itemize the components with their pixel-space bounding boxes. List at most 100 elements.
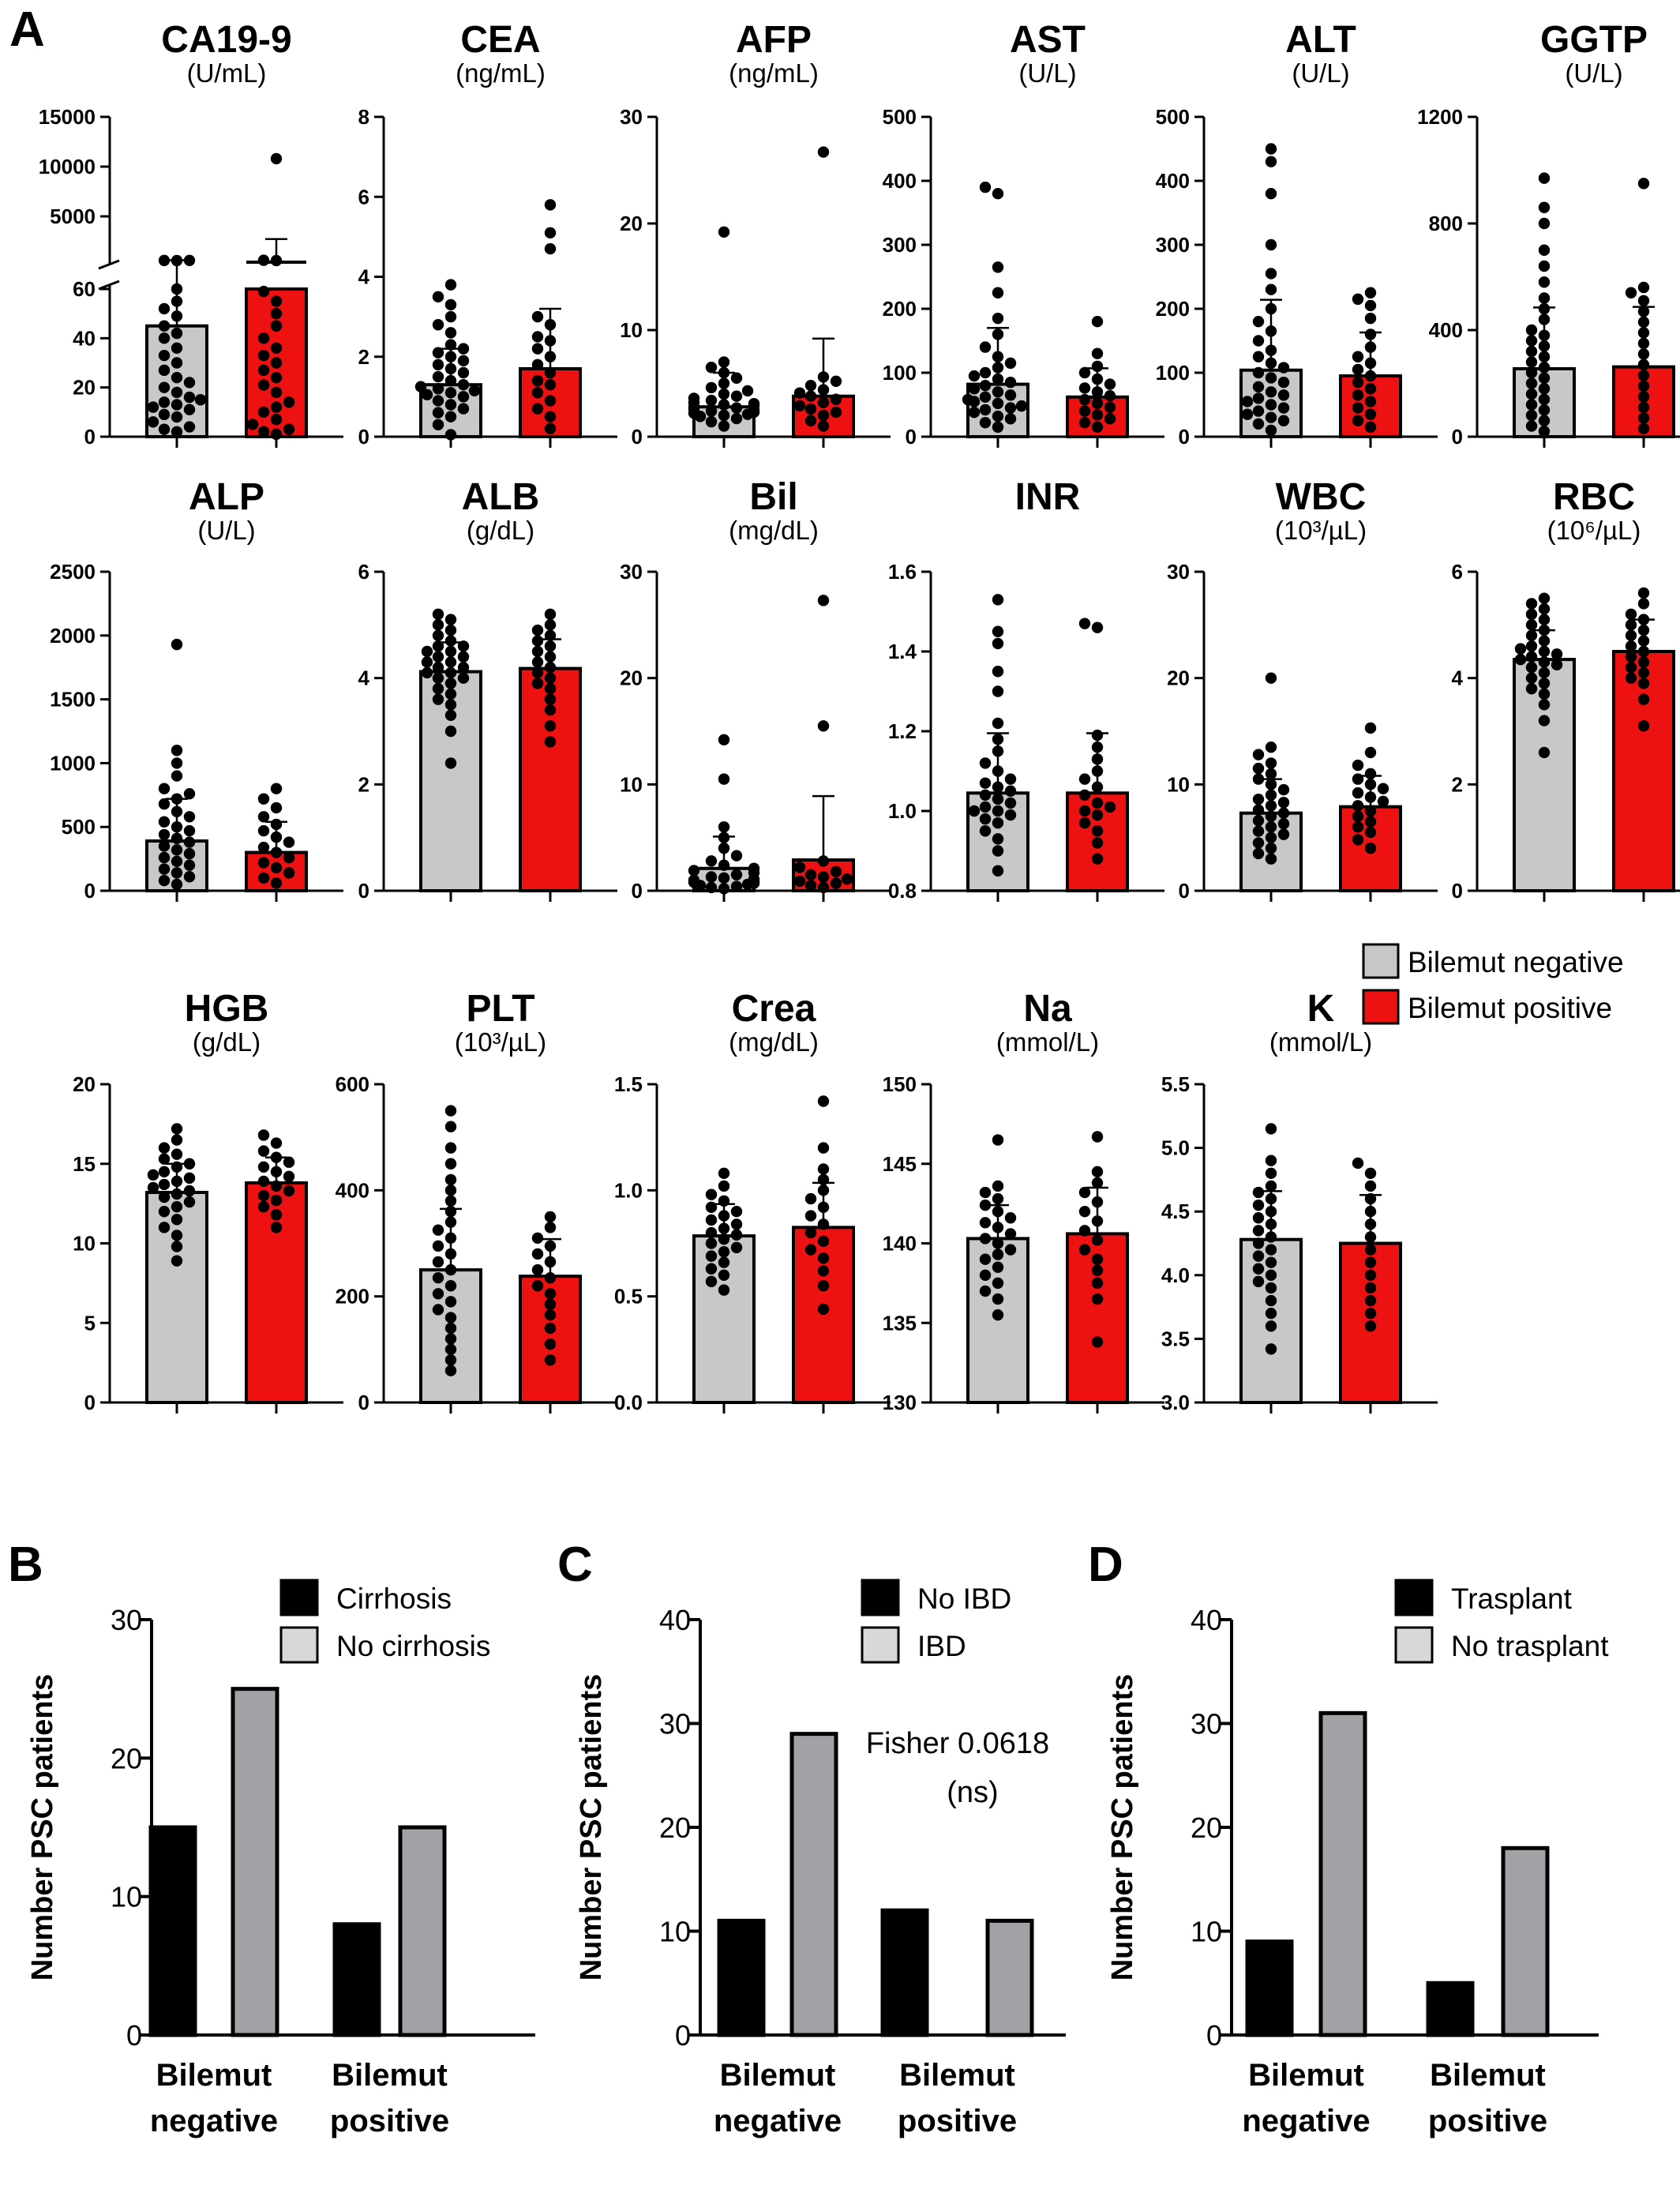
data-point-negative xyxy=(444,327,457,339)
data-point-negative xyxy=(1265,357,1277,370)
data-point-negative xyxy=(705,881,718,894)
y-tick-label: 200 xyxy=(336,1285,369,1309)
data-point-negative xyxy=(705,1237,718,1249)
data-point-positive xyxy=(1078,1244,1091,1256)
data-point-negative xyxy=(444,279,457,291)
data-point-negative xyxy=(992,1134,1004,1146)
chart-panel-d: 0 10 20 30 40 Number PSC patients Bilemut negat… xyxy=(1106,1579,1609,2138)
chart-title: PLT xyxy=(466,988,534,1030)
data-point-negative xyxy=(444,1365,457,1376)
data-point-negative xyxy=(1004,809,1017,821)
data-point-positive xyxy=(817,1095,830,1107)
x-category-label-line: Bilemut xyxy=(1430,2058,1546,2093)
data-point-negative xyxy=(979,391,992,403)
data-point-positive xyxy=(1637,316,1650,329)
data-point-negative xyxy=(432,629,444,641)
data-point-positive xyxy=(817,420,830,432)
data-point-negative xyxy=(688,865,700,877)
data-point-negative xyxy=(1265,399,1277,411)
data-point-negative xyxy=(183,377,196,389)
data-point-negative xyxy=(1265,1180,1277,1192)
y-tick-label: 10 xyxy=(620,318,643,342)
y-tick-label: 10 xyxy=(1167,772,1190,796)
data-point-negative xyxy=(979,1269,992,1282)
data-point-negative xyxy=(1265,325,1277,337)
data-point-positive xyxy=(1364,312,1377,325)
data-point-positive xyxy=(817,1265,830,1277)
data-point-negative xyxy=(979,380,992,392)
data-point-positive xyxy=(544,227,557,239)
data-point-positive xyxy=(1625,672,1637,684)
data-point-negative xyxy=(444,411,457,422)
data-point-positive xyxy=(257,332,270,344)
data-point-positive xyxy=(257,285,270,298)
data-point-negative xyxy=(1004,357,1017,370)
data-point-positive xyxy=(1091,825,1104,837)
data-point-negative xyxy=(158,783,171,794)
y-tick-label: 8 xyxy=(358,105,369,129)
legend-label-2: No cirrhosis xyxy=(336,1630,490,1662)
data-point-negative xyxy=(1265,1231,1277,1243)
data-point-negative xyxy=(171,832,183,844)
data-point-negative xyxy=(705,405,718,417)
y-tick-label: 0.8 xyxy=(888,879,917,903)
data-point-positive xyxy=(270,1151,283,1163)
data-point-positive xyxy=(283,836,295,848)
data-point-negative xyxy=(1514,653,1527,666)
data-point-positive xyxy=(804,869,817,881)
y-tick-label: 30 xyxy=(659,1708,691,1740)
data-point-negative xyxy=(158,349,171,362)
data-point-negative xyxy=(158,1222,171,1233)
data-point-negative xyxy=(171,1188,183,1200)
data-point-negative xyxy=(705,394,718,407)
data-point-negative xyxy=(968,370,981,382)
data-point-negative xyxy=(1525,366,1538,379)
chart-unit: (g/dL) xyxy=(193,1027,261,1057)
data-point-positive xyxy=(1625,662,1637,674)
data-point-negative xyxy=(432,291,444,303)
data-point-positive xyxy=(257,793,270,805)
data-point-positive xyxy=(1364,299,1377,312)
data-point-positive xyxy=(544,1309,557,1321)
data-point-positive xyxy=(1364,1256,1377,1268)
y-tick-label: 30 xyxy=(111,1604,142,1636)
data-point-positive xyxy=(1637,598,1650,610)
y-tick-label: 0.5 xyxy=(614,1285,643,1309)
data-point-positive xyxy=(1364,1192,1377,1205)
data-point-positive xyxy=(1091,421,1104,434)
y-tick-label: 500 xyxy=(62,815,96,839)
y-tick-label: 6 xyxy=(358,560,369,584)
data-point-negative xyxy=(1538,383,1551,395)
y-tick-label: 30 xyxy=(1191,1708,1222,1740)
data-point-negative xyxy=(1265,1269,1277,1282)
data-point-negative xyxy=(158,381,171,393)
data-point-positive xyxy=(270,428,283,441)
data-point-negative xyxy=(1525,682,1538,695)
data-point-negative xyxy=(1538,415,1551,426)
data-point-negative xyxy=(1004,785,1017,797)
data-point-negative xyxy=(1252,316,1265,328)
data-point-negative xyxy=(992,1277,1004,1290)
data-point-negative xyxy=(1004,773,1017,785)
data-point-positive xyxy=(1091,347,1104,359)
data-point-negative xyxy=(421,645,433,658)
data-point-positive xyxy=(804,390,817,402)
data-point-negative xyxy=(1252,804,1265,816)
data-point-negative xyxy=(432,419,444,431)
data-point-negative xyxy=(730,869,743,881)
y-tick-label: 800 xyxy=(1429,212,1463,235)
data-point-positive xyxy=(270,372,283,384)
chart-inr: INR 0.8 1.0 1.2 1.4 1.6 xyxy=(888,476,1164,903)
data-point-positive xyxy=(257,254,270,266)
data-point-positive xyxy=(544,682,557,695)
data-point-negative xyxy=(432,370,444,383)
data-point-negative xyxy=(992,410,1004,422)
chart-unit: (mmol/L) xyxy=(996,1027,1099,1057)
y-tick-label: 1.0 xyxy=(888,799,917,823)
y-tick-label: 140 xyxy=(883,1232,917,1256)
data-point-negative xyxy=(432,1271,444,1284)
data-point-negative xyxy=(444,624,457,636)
data-point-negative xyxy=(979,1253,992,1265)
y-tick-label: 10 xyxy=(659,1916,691,1948)
data-point-negative xyxy=(1538,715,1551,727)
